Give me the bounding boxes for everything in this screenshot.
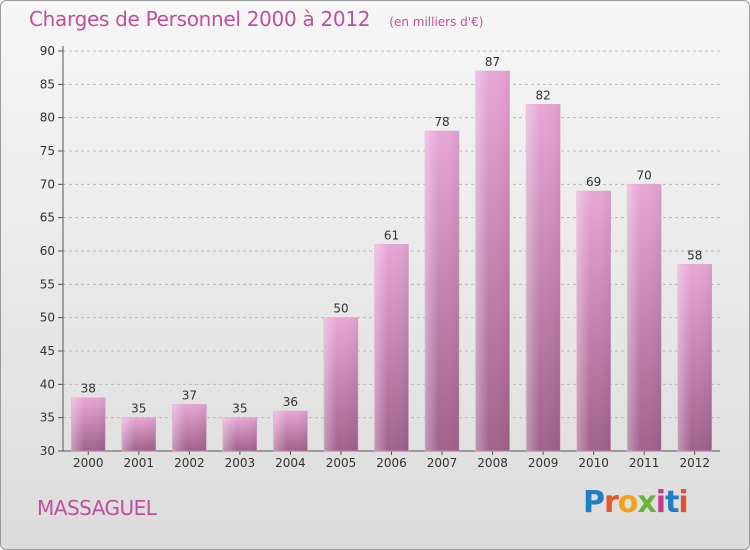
logo-letter: x [637, 485, 656, 520]
chart-unit: (en milliers d'€) [389, 15, 484, 29]
bar-highlight [71, 397, 106, 451]
logo-letter: i [655, 485, 666, 520]
bar-highlight [526, 104, 561, 451]
bar-highlight [627, 184, 662, 452]
y-tick-label: 70 [40, 177, 55, 191]
logo-letter: t [665, 485, 679, 520]
y-tick-label: 85 [40, 77, 55, 91]
y-tick-label: 75 [40, 144, 55, 158]
x-tick-label: 2008 [477, 456, 508, 470]
y-tick-label: 55 [40, 277, 55, 291]
x-tick-label: 2007 [427, 456, 458, 470]
y-tick-label: 90 [40, 44, 55, 58]
data-label: 50 [333, 302, 348, 316]
x-tick-label: 2003 [225, 456, 256, 470]
bar-highlight [425, 131, 460, 451]
bar-highlight [273, 411, 308, 451]
data-label: 82 [535, 88, 550, 102]
logo-letter: o [617, 485, 639, 520]
data-label: 37 [182, 388, 197, 402]
x-tick-label: 2000 [73, 456, 104, 470]
logo-letter: i [678, 485, 688, 520]
x-tick-label: 2002 [174, 456, 205, 470]
bar-highlight [677, 264, 712, 451]
y-tick-label: 30 [40, 444, 55, 458]
chart-title: Charges de Personnel 2000 à 2012 [29, 7, 371, 31]
x-tick-label: 2004 [275, 456, 306, 470]
x-tick-label: 2009 [528, 456, 559, 470]
bar-highlight [121, 417, 156, 451]
data-label: 69 [586, 175, 601, 189]
labels: 30 35 40 45 50 55 60 65 70 75 80 85 90 38 2000 35 2001 37… [40, 44, 710, 470]
x-tick-label: 2006 [376, 456, 407, 470]
y-tick-label: 35 [40, 411, 55, 425]
chart-header: Charges de Personnel 2000 à 2012 (en mil… [29, 7, 483, 31]
proxiti-logo[interactable]: Proxiti [583, 485, 689, 520]
data-label: 87 [485, 55, 500, 69]
bar-highlight [475, 71, 510, 451]
logo-letter: r [604, 485, 619, 520]
bar-highlight [222, 417, 257, 451]
y-tick-label: 45 [40, 344, 55, 358]
y-tick-label: 65 [40, 211, 55, 225]
data-label: 70 [637, 168, 652, 182]
y-tick-label: 50 [40, 311, 55, 325]
y-tick-label: 80 [40, 111, 55, 125]
x-tick-label: 2001 [124, 456, 155, 470]
x-tick-label: 2012 [679, 456, 710, 470]
data-label: 61 [384, 228, 399, 242]
bar-highlight [172, 404, 207, 451]
data-label: 78 [434, 115, 449, 129]
data-label: 35 [232, 402, 247, 416]
y-tick-label: 40 [40, 377, 55, 391]
y-tick-label: 60 [40, 244, 55, 258]
x-tick-label: 2005 [326, 456, 357, 470]
data-label: 58 [687, 248, 702, 262]
bars [71, 70, 712, 452]
bar-highlight [374, 244, 409, 451]
data-label: 35 [131, 402, 146, 416]
commune-name: MASSAGUEL [37, 496, 157, 520]
data-label: 38 [81, 382, 96, 396]
data-label: 36 [283, 395, 298, 409]
x-tick-label: 2010 [578, 456, 609, 470]
bar-highlight [323, 317, 358, 451]
x-tick-label: 2011 [629, 456, 660, 470]
bar-highlight [576, 191, 611, 451]
logo-letter: P [583, 485, 605, 520]
